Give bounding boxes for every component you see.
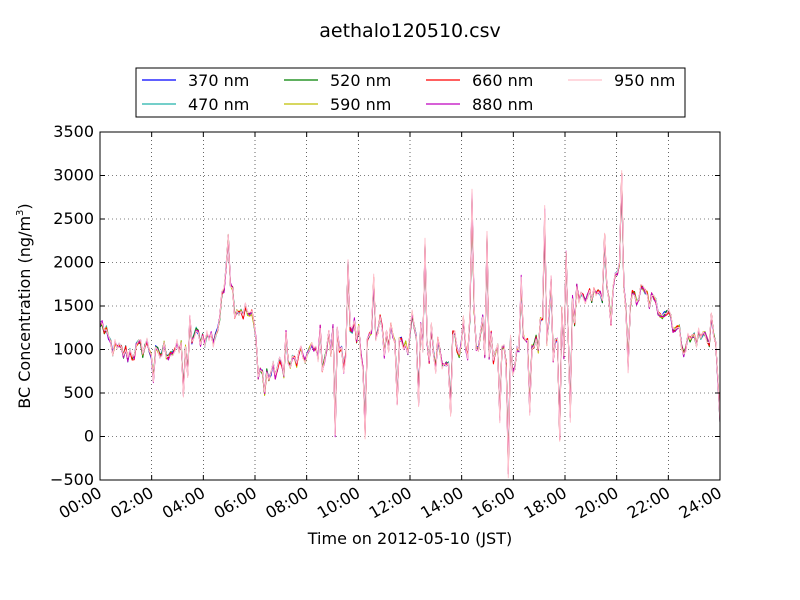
y-tick-label: 3500 — [53, 122, 94, 141]
ticks: 00:00 02:00 04:00 06:00 08:00 10:00 12:00 14:00… — [50, 122, 725, 523]
y-axis-label-tail: ) — [15, 203, 34, 209]
x-tick-label: 20:00 — [572, 483, 621, 523]
y-tick-label: 1000 — [53, 340, 94, 359]
x-tick-label: 22:00 — [624, 483, 673, 523]
y-tick-label: −500 — [50, 470, 94, 489]
x-tick-label: 24:00 — [676, 483, 725, 523]
legend-label: 370 nm — [188, 71, 249, 90]
x-tick-label: 04:00 — [159, 483, 208, 523]
x-tick-label: 10:00 — [314, 483, 363, 523]
x-tick-label: 02:00 — [107, 483, 156, 523]
chart-title: aethalo120510.csv — [319, 20, 501, 42]
legend-label: 520 nm — [330, 71, 391, 90]
y-tick-label: 0 — [84, 427, 94, 446]
x-tick-label: 12:00 — [366, 483, 415, 523]
x-axis-label: Time on 2012-05-10 (JST) — [307, 529, 512, 548]
y-tick-label: 2000 — [53, 253, 94, 272]
legend-frame — [135, 67, 686, 118]
legend-label: 660 nm — [472, 71, 533, 90]
y-tick-label: 1500 — [53, 296, 94, 315]
x-tick-label: 06:00 — [211, 483, 260, 523]
y-axis-label-main: BC Concentration (ng/m — [15, 216, 34, 409]
legend-label: 590 nm — [330, 95, 391, 114]
series-line — [99, 170, 721, 479]
legend: 370 nm 470 nm 520 nm 590 nm 660 nm 880 nm 950 … — [135, 67, 686, 118]
x-tick-label: 16:00 — [469, 483, 518, 523]
legend-label: 950 nm — [614, 71, 675, 90]
y-tick-label: 2500 — [53, 209, 94, 228]
y-axis-label-sup: 3 — [15, 210, 26, 216]
y-tick-label: 500 — [63, 383, 94, 402]
legend-label: 470 nm — [188, 95, 249, 114]
x-tick-label: 08:00 — [262, 483, 311, 523]
legend-label: 880 nm — [472, 95, 533, 114]
y-tick-label: 3000 — [53, 166, 94, 185]
x-tick-label: 14:00 — [417, 483, 466, 523]
series-layer — [99, 170, 721, 479]
grid — [100, 132, 720, 480]
y-axis-label: BC Concentration (ng/m3) — [15, 203, 34, 408]
x-tick-label: 18:00 — [521, 483, 570, 523]
